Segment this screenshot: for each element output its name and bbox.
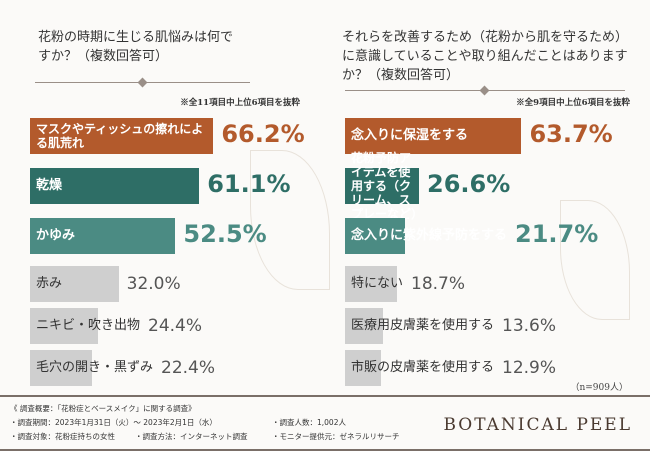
- bar: ニキビ・吹き出物: [30, 308, 140, 344]
- value-label: 66.2%: [221, 120, 305, 148]
- bar-label: 特にない: [351, 276, 404, 291]
- survey-count: ・調査人数：1,002人: [272, 418, 346, 427]
- bar-label: かゆみ: [36, 228, 76, 243]
- bar: 花粉予防アイテムを使用する（クリーム、スプレーなど）: [345, 151, 423, 221]
- survey-provider: ・モニター提供元：ゼネラルリサーチ: [272, 432, 400, 441]
- value-label: 18.7%: [411, 274, 466, 294]
- sample-size: （n=909人）: [570, 383, 628, 393]
- value-label: 61.1%: [207, 170, 291, 198]
- value-label: 24.4%: [148, 316, 203, 336]
- bar-row: かゆみ 52.5%: [30, 218, 330, 254]
- brand-logo: BOTANICAL PEEL: [443, 415, 632, 435]
- bar: 赤み: [30, 266, 119, 302]
- bar-row: 花粉予防アイテムを使用する（クリーム、スプレーなど） 26.6%: [345, 151, 645, 221]
- chart-note: ※全9項目中上位6項目を抜粋: [516, 98, 630, 108]
- bar: 乾燥: [30, 168, 200, 204]
- bar-row: 医療用皮膚薬を使用する 13.6%: [345, 308, 645, 344]
- bar-row: ニキビ・吹き出物 24.4%: [30, 308, 330, 344]
- bar-label: 毛穴の開き・黒ずみ: [36, 360, 154, 375]
- bar: マスクやティッシュの擦れによる肌荒れ: [30, 118, 214, 154]
- survey-footer: 《 調査概要：「花粉症とベースメイク」に関する調査》 ・調査期間：2023年1月…: [0, 395, 650, 451]
- bar-row: 赤み 32.0%: [30, 266, 330, 302]
- value-label: 52.5%: [183, 220, 267, 248]
- bar: かゆみ: [30, 218, 176, 254]
- value-label: 12.9%: [502, 358, 557, 378]
- value-label: 21.7%: [515, 220, 599, 248]
- value-label: 22.4%: [161, 358, 216, 378]
- bar-label: 赤み: [36, 276, 63, 291]
- value-label: 63.7%: [529, 120, 613, 148]
- chart-title: それらを改善するため（花粉から肌を守るため）に意識していることや取り組んだことは…: [342, 30, 629, 83]
- bar: 市販の皮膚薬を使用する: [345, 350, 494, 386]
- value-label: 13.6%: [502, 316, 557, 336]
- bar: 念入りに紫外線予防をする: [345, 218, 507, 254]
- chart-title: 花粉の時期に生じる肌悩みは何ですか？（複数回答可）: [38, 30, 234, 64]
- bar-row: 念入りに紫外線予防をする 21.7%: [345, 218, 645, 254]
- bar-label: 花粉予防アイテムを使用する（クリーム、スプレーなど）: [351, 151, 424, 221]
- bar-label: 念入りに保湿をする: [351, 128, 469, 143]
- bar: 念入りに保湿をする: [345, 118, 522, 154]
- survey-title: 《 調査概要：「花粉症とベースメイク」に関する調査》: [10, 404, 196, 413]
- bar-label: 医療用皮膚薬を使用する: [351, 318, 495, 333]
- survey-period: ・調査期間：2023年1月31日（火）～ 2023年2月1日（水）: [10, 418, 217, 427]
- bar-label: マスクやティッシュの擦れによる肌荒れ: [36, 122, 204, 150]
- value-label: 32.0%: [126, 274, 181, 294]
- bar-row: マスクやティッシュの擦れによる肌荒れ 66.2%: [30, 118, 330, 154]
- bar-row: 特にない 18.7%: [345, 266, 645, 302]
- bar-row: 市販の皮膚薬を使用する 12.9%: [345, 350, 645, 386]
- bar: 毛穴の開き・黒ずみ: [30, 350, 153, 386]
- bar-row: 乾燥 61.1%: [30, 168, 330, 204]
- survey-target: ・調査対象：花粉症持ちの女性: [10, 432, 115, 441]
- bar-row: 念入りに保湿をする 63.7%: [345, 118, 645, 154]
- bar-label: ニキビ・吹き出物: [36, 318, 141, 333]
- left-chart: 花粉の時期に生じる肌悩みは何ですか？（複数回答可） ※全11項目中上位6項目を抜…: [10, 10, 320, 386]
- value-label: 26.6%: [427, 170, 511, 198]
- bar-label: 念入りに紫外線予防をする: [351, 228, 508, 243]
- bar-label: 乾燥: [36, 178, 63, 193]
- survey-method: ・調査方法：インターネット調査: [135, 432, 248, 441]
- bar: 医療用皮膚薬を使用する: [345, 308, 494, 344]
- bar: 特にない: [345, 266, 403, 302]
- right-chart: それらを改善するため（花粉から肌を守るため）に意識していることや取り組んだことは…: [330, 10, 640, 386]
- diamond-ornament: [137, 77, 148, 88]
- chart-note: ※全11項目中上位6項目を抜粋: [180, 98, 300, 108]
- bar-row: 毛穴の開き・黒ずみ 22.4%: [30, 350, 330, 386]
- bar-label: 市販の皮膚薬を使用する: [351, 360, 495, 375]
- diamond-ornament: [479, 85, 490, 96]
